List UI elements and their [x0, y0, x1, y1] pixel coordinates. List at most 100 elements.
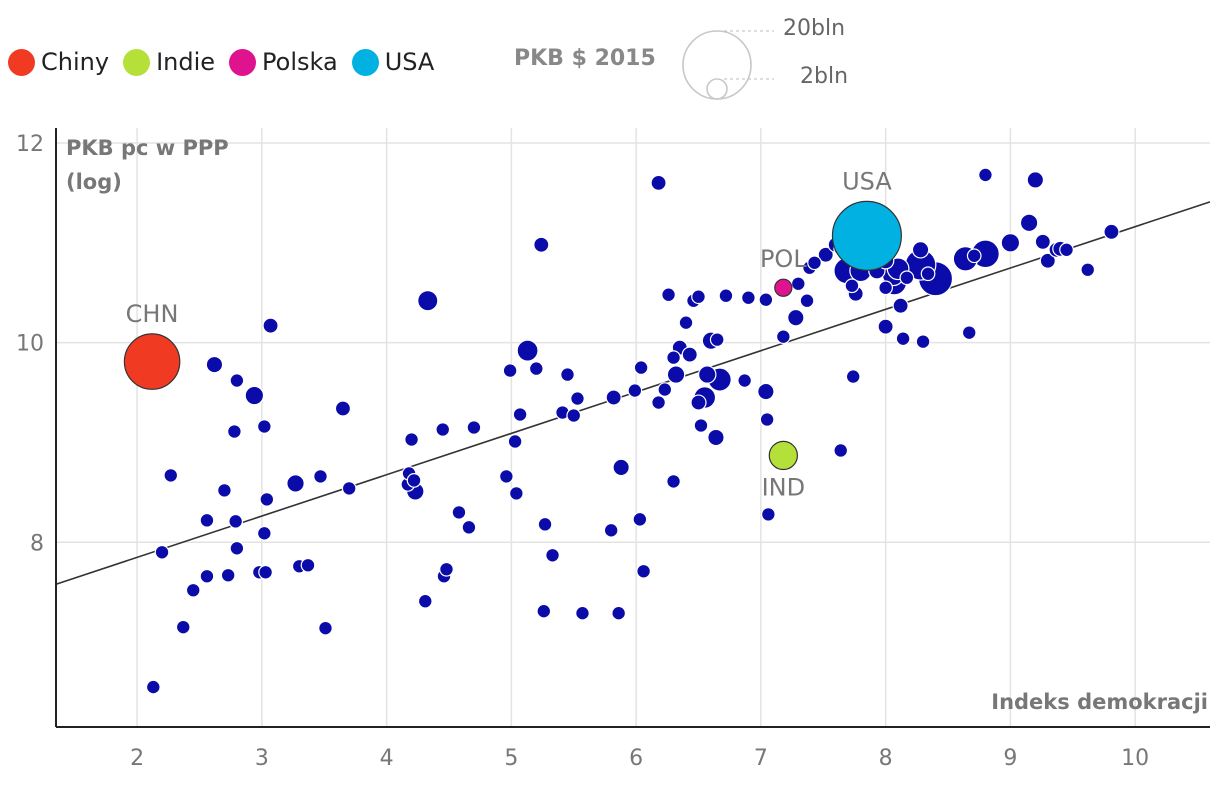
data-point: [229, 540, 245, 556]
y-axis-label: PKB pc w PPP: [66, 136, 229, 160]
data-point: [259, 492, 275, 507]
data-point: [915, 334, 931, 350]
data-point: [627, 383, 643, 398]
highlight-point-ind: [768, 440, 799, 471]
legend-item-polska[interactable]: Polska: [229, 48, 338, 76]
data-point: [737, 373, 753, 388]
data-point: [258, 564, 273, 580]
data-point: [1034, 233, 1051, 250]
point-label-ind: IND: [762, 474, 806, 502]
data-point: [758, 292, 774, 308]
data-point: [666, 474, 681, 489]
data-point: [878, 280, 893, 296]
data-point: [920, 266, 936, 282]
legend-item-chiny[interactable]: Chiny: [8, 48, 109, 76]
data-point: [612, 458, 630, 477]
data-point: [300, 557, 316, 573]
highlight-point-usa: [831, 200, 902, 271]
data-point: [817, 246, 834, 263]
x-tick-label: 10: [1121, 746, 1149, 771]
data-point: [807, 255, 822, 271]
data-point: [799, 293, 815, 309]
data-point: [575, 605, 590, 621]
data-point: [845, 369, 861, 384]
data-point: [227, 424, 242, 439]
point-label-usa: USA: [842, 167, 892, 195]
data-point: [341, 481, 357, 496]
data-point: [877, 318, 894, 335]
data-point: [697, 365, 717, 384]
legend-label: Indie: [156, 48, 216, 76]
x-tick-label: 4: [380, 746, 394, 771]
data-point: [499, 469, 514, 484]
data-point: [603, 522, 619, 538]
data-point: [1019, 213, 1039, 233]
data-point: [461, 519, 477, 535]
data-point: [205, 355, 224, 374]
data-point: [678, 315, 694, 331]
size-legend-circles: [682, 30, 774, 100]
data-point: [651, 395, 666, 410]
data-point: [537, 516, 553, 532]
data-point: [775, 329, 791, 345]
legend-label: Chiny: [41, 48, 110, 76]
data-point: [244, 385, 265, 406]
data-point: [507, 434, 523, 449]
data-point: [790, 276, 806, 292]
y-axis-sublabel: (log): [66, 170, 122, 194]
data-point: [417, 593, 433, 609]
legend-item-indie[interactable]: Indie: [123, 48, 215, 76]
data-point: [560, 367, 575, 382]
data-point: [175, 619, 191, 635]
data-point: [895, 331, 911, 347]
data-point: [451, 504, 467, 520]
data-point: [911, 241, 930, 259]
data-point: [650, 174, 667, 192]
data-point: [439, 561, 454, 577]
legend-item-usa[interactable]: USA: [351, 48, 434, 76]
size-legend-large-label: 20bln: [783, 16, 846, 41]
legend: Chiny Indie Polska USA: [8, 40, 448, 84]
data-point: [961, 325, 977, 341]
data-point: [707, 428, 725, 447]
data-point: [536, 603, 552, 619]
data-point: [661, 287, 676, 303]
data-point: [406, 473, 422, 488]
legend-swatch: [351, 48, 379, 76]
data-point: [611, 605, 627, 621]
x-tick-label: 8: [879, 746, 893, 771]
data-point: [1000, 233, 1021, 253]
size-legend-large-circle: [682, 30, 752, 100]
data-point: [966, 248, 982, 264]
data-point: [666, 365, 686, 384]
data-point: [1026, 171, 1045, 189]
data-point: [256, 419, 272, 434]
data-point: [256, 525, 272, 541]
data-point: [220, 567, 236, 583]
data-point: [404, 432, 419, 447]
y-tick-label: 8: [30, 531, 44, 556]
data-point: [228, 513, 244, 529]
x-tick-label: 3: [255, 746, 269, 771]
data-point: [693, 418, 709, 433]
data-point: [787, 308, 805, 327]
data-point: [199, 568, 215, 584]
data-point: [229, 373, 245, 388]
data-point: [718, 288, 734, 304]
data-point: [892, 297, 909, 314]
data-point: [466, 420, 482, 435]
highlight-point-chn: [123, 333, 181, 390]
legend-swatch: [123, 48, 151, 76]
data-point: [691, 289, 706, 305]
x-tick-label: 5: [504, 746, 518, 771]
point-label-chn: CHN: [126, 300, 179, 328]
legend-label: Polska: [262, 48, 338, 76]
size-legend-small-circle: [706, 78, 728, 100]
data-point: [690, 394, 707, 411]
data-point: [570, 391, 585, 406]
data-point: [833, 443, 849, 458]
data-point: [508, 486, 524, 501]
x-axis-label: Indeks demokracji: [991, 690, 1208, 714]
y-tick-label: 10: [16, 332, 44, 357]
